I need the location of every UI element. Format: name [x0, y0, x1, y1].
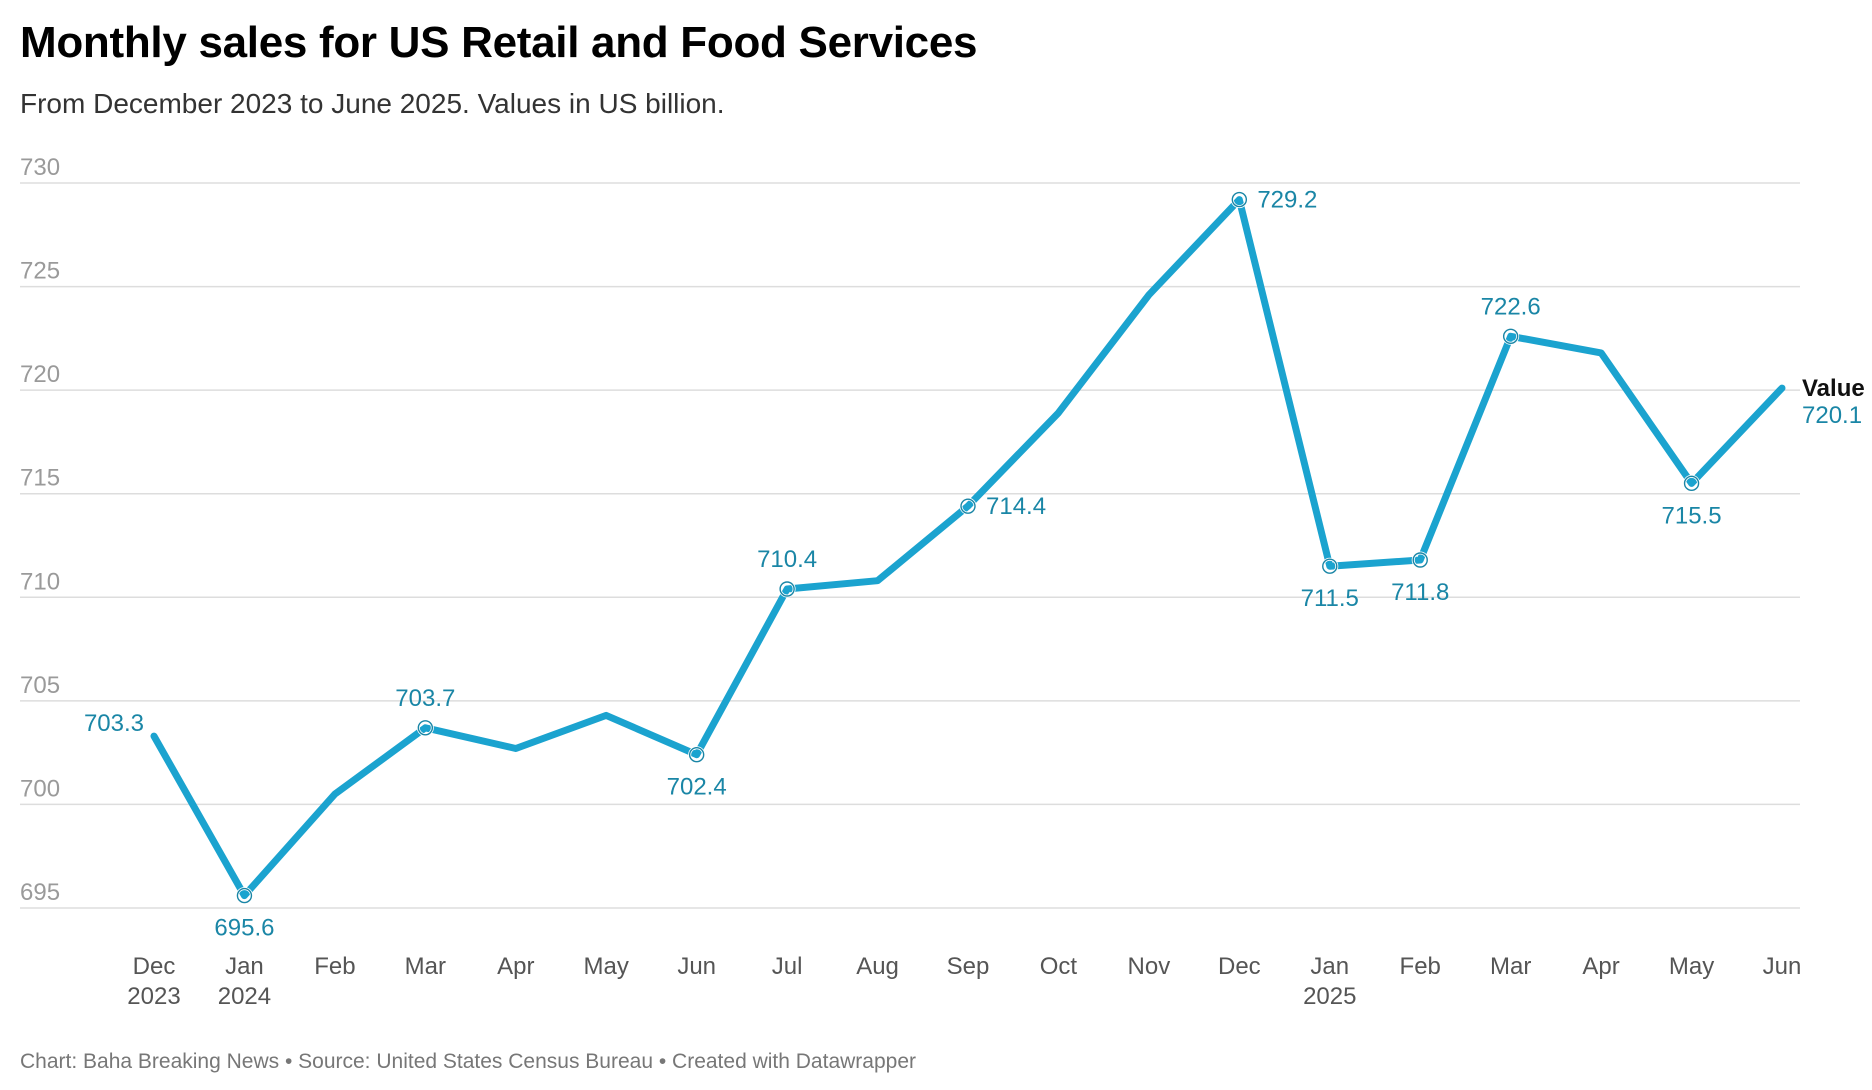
x-tick-year-label: 2023 [127, 983, 180, 1010]
x-tick-label: Dec [1218, 953, 1261, 980]
point-marker [1322, 558, 1338, 574]
y-tick-label: 730 [20, 154, 60, 181]
x-axis-ticks: Dec 2023 Jan 2024 Feb Mar Apr May Jun Jul Aug Sep Oc… [127, 953, 1801, 1010]
x-tick-year-label: 2025 [1303, 983, 1356, 1010]
x-tick-label: Apr [1582, 953, 1619, 980]
x-tick-label: Mar [1490, 953, 1531, 980]
grid-lines [20, 182, 1800, 909]
data-labels: 703.3 695.6 703.7 702.4 710.4 714.4 729.2 711.5… [84, 187, 1865, 942]
point-marker [1502, 328, 1519, 344]
point-markers [235, 191, 1701, 905]
data-label: 715.5 [1662, 502, 1722, 529]
point-marker [1683, 475, 1700, 492]
data-label: 711.8 [1391, 579, 1449, 606]
x-tick-label: Apr [497, 953, 534, 980]
y-tick-label: 700 [20, 775, 60, 802]
x-tick-label: Nov [1128, 953, 1171, 980]
y-axis-ticks: 695 700 705 710 715 720 725 730 [20, 154, 60, 906]
data-label: 729.2 [1257, 187, 1317, 214]
chart-footer: Chart: Baha Breaking News • Source: Unit… [20, 1050, 916, 1073]
data-label: 702.4 [667, 774, 727, 801]
data-label: 703.3 [84, 710, 144, 737]
data-label: 703.7 [395, 685, 455, 712]
x-tick-label: May [1669, 953, 1714, 980]
y-tick-label: 715 [20, 465, 60, 492]
x-tick-year-label: 2024 [218, 983, 271, 1010]
y-tick-label: 725 [20, 258, 60, 285]
data-label: 714.4 [986, 493, 1046, 520]
chart-title: Monthly sales for US Retail and Food Ser… [20, 18, 978, 67]
x-tick-label: Feb [314, 953, 355, 980]
data-label: 720.1 [1802, 402, 1862, 429]
y-tick-label: 695 [20, 879, 60, 906]
line-chart: 695 700 705 710 715 720 725 730 Dec 2023 Jan 2024 F… [20, 154, 1865, 1010]
data-label: 695.6 [214, 915, 274, 942]
x-tick-label: Feb [1400, 953, 1441, 980]
data-label: 711.5 [1301, 585, 1359, 612]
x-tick-label: Sep [947, 953, 990, 980]
point-marker [236, 887, 253, 904]
x-tick-label: Jul [772, 953, 803, 980]
x-tick-label: Jun [1763, 953, 1802, 980]
chart-subtitle: From December 2023 to June 2025. Values … [20, 88, 725, 119]
x-tick-label: Jan [1310, 953, 1349, 980]
point-marker [960, 498, 976, 514]
x-tick-label: Aug [856, 953, 899, 980]
x-tick-label: Jun [677, 953, 716, 980]
y-tick-label: 710 [20, 568, 60, 595]
x-tick-label: Jan [225, 953, 264, 980]
x-tick-label: Mar [405, 953, 446, 980]
y-tick-label: 705 [20, 672, 60, 699]
x-tick-label: Oct [1040, 953, 1078, 980]
series-lines [150, 196, 1786, 900]
series-line-value [150, 196, 1786, 900]
point-marker [1412, 552, 1428, 568]
x-tick-label: Dec [133, 953, 176, 980]
point-marker [1231, 191, 1248, 208]
data-label: 722.6 [1481, 293, 1541, 320]
point-marker [779, 581, 795, 597]
point-marker [417, 720, 434, 736]
y-tick-label: 720 [20, 361, 60, 388]
x-tick-label: May [584, 953, 629, 980]
series-name-label: Value [1802, 375, 1865, 402]
data-label: 710.4 [757, 546, 817, 573]
point-marker [688, 747, 705, 763]
